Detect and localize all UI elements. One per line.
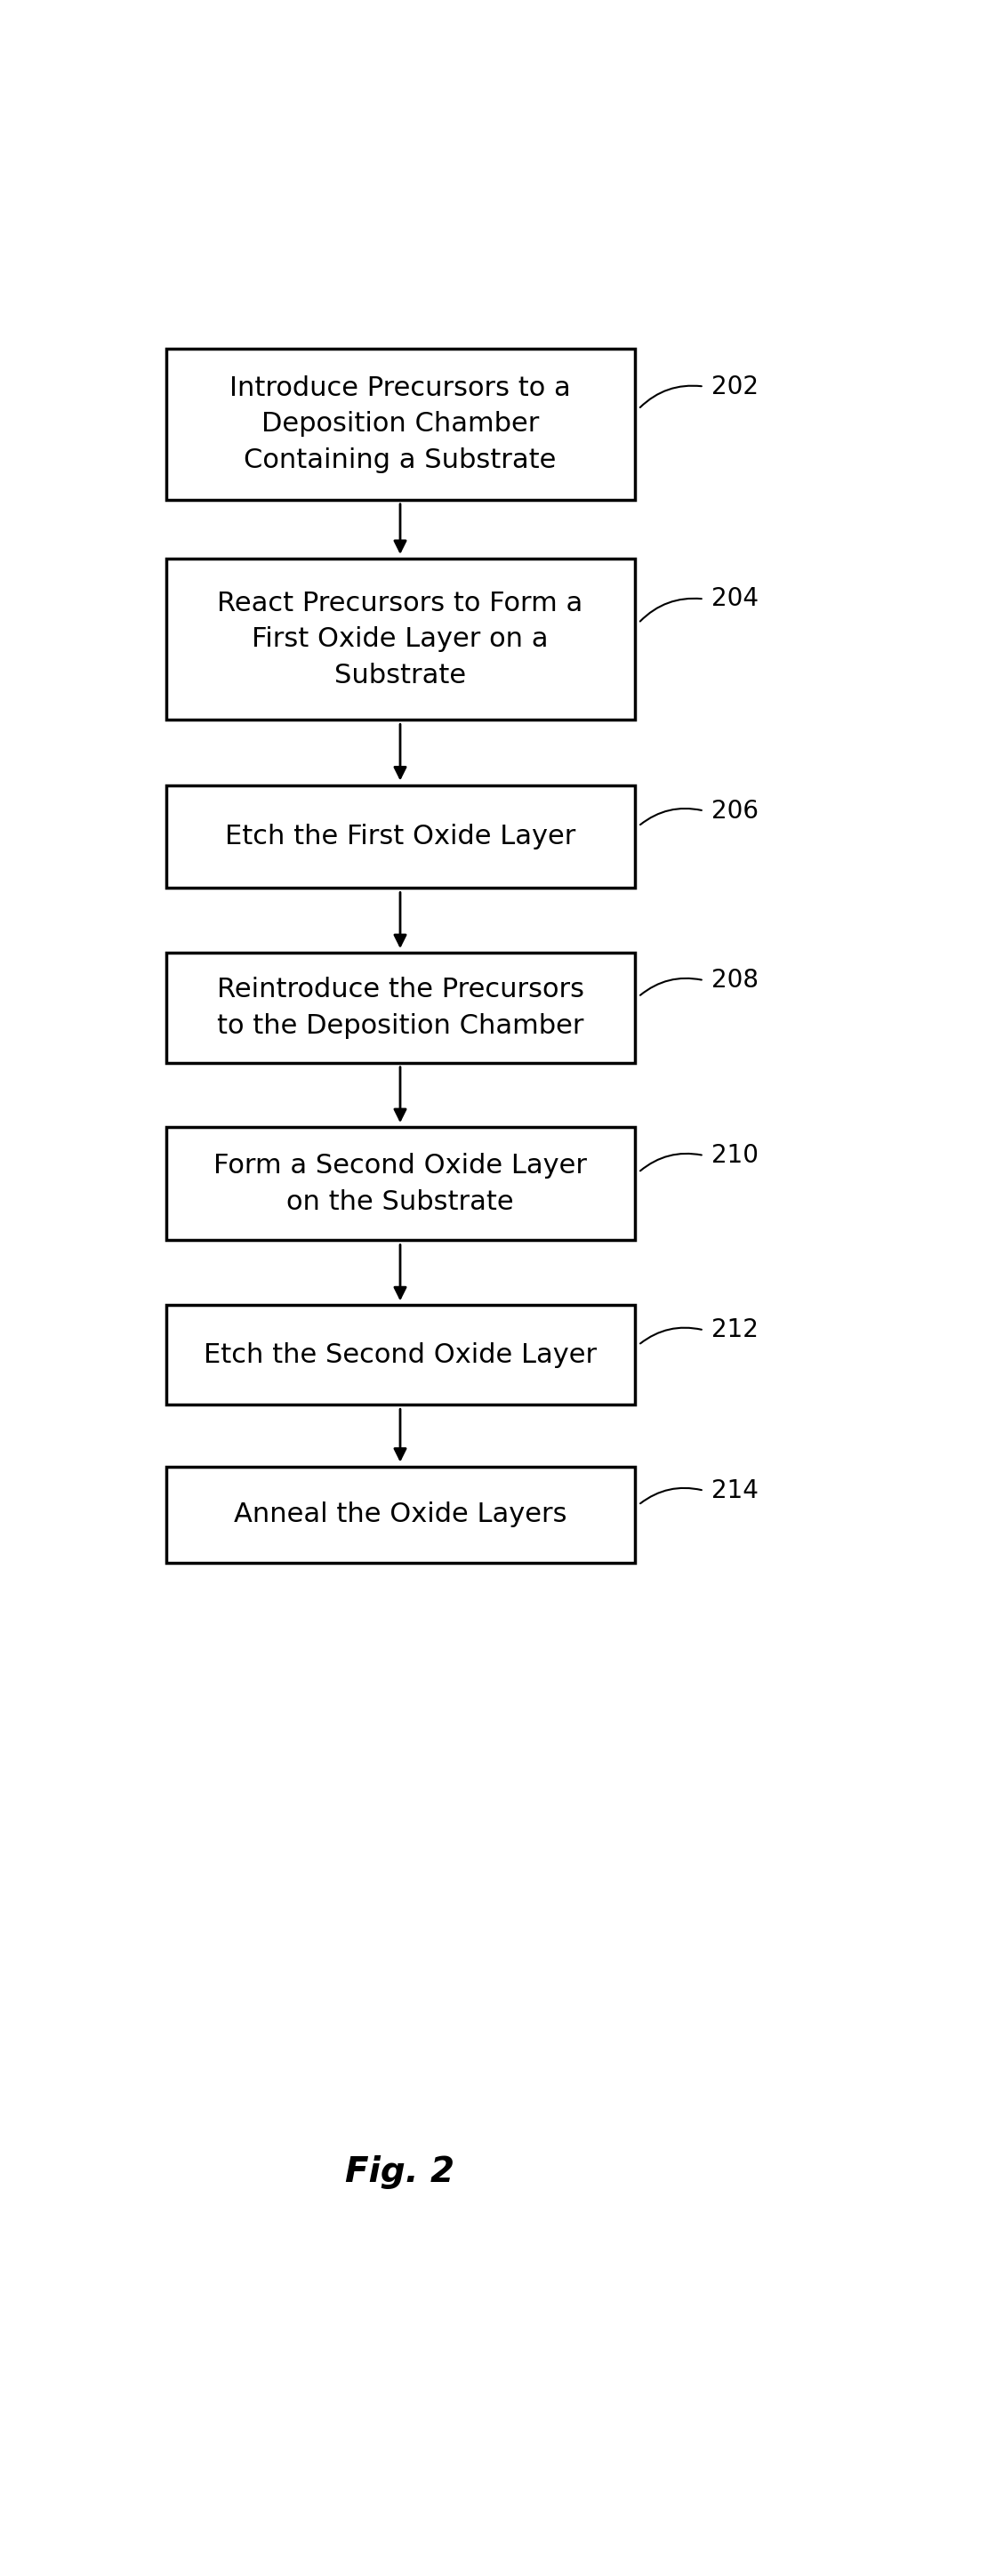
- Text: Introduce Precursors to a
Deposition Chamber
Containing a Substrate: Introduce Precursors to a Deposition Cha…: [229, 376, 571, 474]
- Text: Reintroduce the Precursors
to the Deposition Chamber: Reintroduce the Precursors to the Deposi…: [216, 976, 584, 1038]
- Text: 202: 202: [712, 374, 759, 399]
- Text: 204: 204: [712, 587, 759, 611]
- Text: 208: 208: [712, 969, 759, 992]
- FancyBboxPatch shape: [166, 786, 634, 889]
- FancyBboxPatch shape: [166, 348, 634, 500]
- Text: Form a Second Oxide Layer
on the Substrate: Form a Second Oxide Layer on the Substra…: [213, 1154, 587, 1216]
- FancyBboxPatch shape: [166, 1306, 634, 1404]
- FancyBboxPatch shape: [166, 953, 634, 1061]
- Text: React Precursors to Form a
First Oxide Layer on a
Substrate: React Precursors to Form a First Oxide L…: [217, 590, 583, 688]
- Text: Fig. 2: Fig. 2: [346, 2156, 455, 2190]
- FancyBboxPatch shape: [166, 559, 634, 719]
- FancyBboxPatch shape: [166, 1128, 634, 1239]
- Text: 212: 212: [712, 1319, 759, 1342]
- FancyBboxPatch shape: [166, 1466, 634, 1564]
- Text: Etch the Second Oxide Layer: Etch the Second Oxide Layer: [203, 1342, 597, 1368]
- Text: 210: 210: [712, 1144, 759, 1167]
- Text: Anneal the Oxide Layers: Anneal the Oxide Layers: [234, 1502, 567, 1528]
- Text: 206: 206: [712, 799, 759, 824]
- Text: 214: 214: [712, 1479, 759, 1502]
- Text: Etch the First Oxide Layer: Etch the First Oxide Layer: [225, 824, 576, 850]
